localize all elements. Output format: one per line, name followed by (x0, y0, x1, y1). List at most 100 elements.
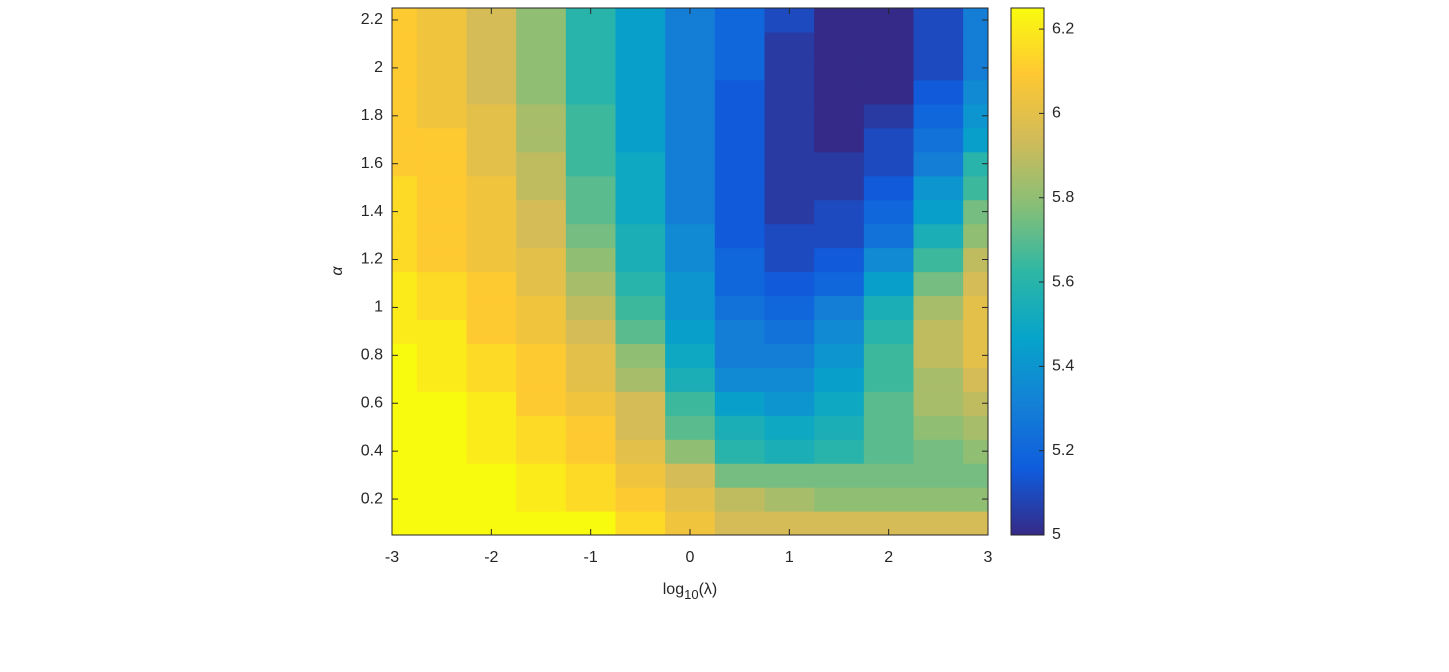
heatmap-cell (863, 151, 915, 177)
heatmap-cell (814, 31, 865, 57)
heatmap-cell (466, 295, 517, 321)
heatmap-cell (764, 343, 815, 368)
heatmap-cell (392, 511, 418, 535)
heatmap-cell (714, 487, 766, 512)
heatmap-cell (565, 151, 617, 177)
heatmap-cell (863, 415, 915, 440)
heatmap-cell (516, 319, 567, 344)
heatmap-cell (392, 415, 418, 440)
heatmap-cell (714, 463, 766, 488)
heatmap-cell (814, 463, 865, 488)
heatmap-cell (392, 271, 418, 297)
heatmap-cell (913, 391, 964, 416)
heatmap-cell (516, 79, 567, 105)
heatmap-cell (814, 199, 865, 225)
heatmap-cell (466, 271, 517, 297)
heatmap-cell (416, 127, 468, 153)
heatmap-cell (814, 271, 865, 297)
heatmap-cell (863, 175, 915, 201)
heatmap-cell (565, 415, 617, 440)
heatmap-cell (814, 319, 865, 344)
heatmap-cell (863, 247, 915, 273)
heatmap-cell (764, 175, 815, 201)
heatmap-cell (913, 175, 964, 201)
heatmap-cell (466, 367, 517, 392)
heatmap-cell (764, 151, 815, 177)
heatmap-cell (863, 319, 915, 344)
heatmap-cell (565, 199, 617, 225)
heatmap-cell (466, 79, 517, 105)
heatmap-cell (913, 487, 964, 512)
heatmap-cell (913, 463, 964, 488)
heatmap-cell (516, 151, 567, 177)
y-tick-label: 1.8 (361, 107, 383, 124)
heatmap-cell (416, 199, 468, 225)
heatmap-cell (913, 415, 964, 440)
heatmap-cell (814, 151, 865, 177)
heatmap-cell (416, 319, 468, 344)
x-label-sub: 10 (684, 587, 698, 602)
heatmap-cell (565, 127, 617, 153)
heatmap-cell (863, 463, 915, 488)
heatmap-cell (416, 31, 468, 57)
heatmap-cell (863, 55, 915, 81)
heatmap-cell (665, 55, 716, 81)
heatmap-cell (565, 343, 617, 368)
heatmap-cell (615, 439, 666, 464)
heatmap-cell (714, 199, 766, 225)
heatmap-cell (516, 391, 567, 416)
heatmap-cell (416, 391, 468, 416)
heatmap-cell (466, 103, 517, 129)
heatmap-cell (814, 391, 865, 416)
heatmap-cell (615, 31, 666, 57)
heatmap-cell (913, 439, 964, 464)
heatmap-cell (516, 103, 567, 129)
heatmap-cell (814, 103, 865, 129)
heatmap-cell (714, 79, 766, 105)
heatmap-cell (416, 487, 468, 512)
heatmap-cell (814, 55, 865, 81)
heatmap-cell (764, 415, 815, 440)
heatmap-cell (764, 103, 815, 129)
heatmap-cell (615, 487, 666, 512)
heatmap-cell (913, 271, 964, 297)
heatmap-cell (814, 8, 865, 33)
heatmap-cell (392, 223, 418, 249)
heatmap-cell (863, 271, 915, 297)
y-tick-label: 1 (374, 299, 383, 316)
heatmap-cell (392, 463, 418, 488)
heatmap-cell (963, 367, 988, 392)
heatmap-cell (392, 31, 418, 57)
heatmap-cell (665, 463, 716, 488)
heatmap-cell (416, 295, 468, 321)
heatmap-cell (565, 271, 617, 297)
heatmap-cell (714, 8, 766, 33)
y-tick-label: 0.8 (361, 347, 383, 364)
y-tick-label: 2.2 (361, 11, 383, 28)
heatmap-cell (392, 127, 418, 153)
heatmap-cell (714, 103, 766, 129)
heatmap-cell (714, 391, 766, 416)
heatmap-cell (814, 487, 865, 512)
heatmap-cell (516, 8, 567, 33)
heatmap-cell (814, 367, 865, 392)
x-tick-label: 3 (984, 549, 993, 566)
heatmap-cell (963, 223, 988, 249)
heatmap-cell (714, 151, 766, 177)
y-tick-label: 0.2 (361, 490, 383, 507)
heatmap-cell (565, 439, 617, 464)
heatmap-cell (963, 175, 988, 201)
heatmap-cell (392, 175, 418, 201)
x-label-arg: (λ) (699, 581, 718, 598)
heatmap-cell (913, 8, 964, 33)
colorbar-tick-label: 5.8 (1052, 189, 1074, 206)
heatmap-cell (516, 31, 567, 57)
heatmap-cell (665, 223, 716, 249)
heatmap-cell (714, 511, 766, 535)
heatmap-cell (416, 151, 468, 177)
heatmap-cell (913, 295, 964, 321)
y-tick-label: 1.6 (361, 155, 383, 172)
heatmap-cell (764, 463, 815, 488)
colorbar-tick-label: 5.6 (1052, 273, 1074, 290)
